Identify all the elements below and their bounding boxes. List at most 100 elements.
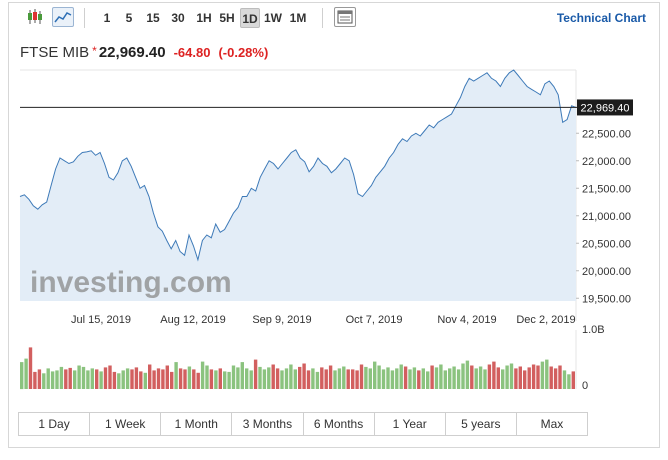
volume-scale-top: 1.0B bbox=[582, 324, 605, 336]
volume-bar bbox=[553, 368, 558, 389]
volume-bar bbox=[306, 370, 311, 389]
volume-bar bbox=[430, 365, 434, 389]
interval-button-30[interactable]: 30 bbox=[171, 11, 185, 25]
volume-bar bbox=[403, 366, 408, 389]
volume-bar bbox=[412, 367, 417, 389]
volume-bar bbox=[346, 369, 350, 389]
x-tick-label: Jul 15, 2019 bbox=[71, 314, 131, 326]
volume-bar bbox=[558, 365, 562, 389]
volume-bar bbox=[121, 370, 125, 389]
volume-bar bbox=[337, 368, 342, 389]
volume-bar bbox=[99, 371, 103, 389]
price-area bbox=[20, 70, 576, 301]
volume-bar bbox=[280, 370, 284, 389]
volume-bar bbox=[474, 368, 478, 389]
range-button-1-week[interactable]: 1 Week bbox=[90, 413, 162, 435]
area-chart-icon[interactable] bbox=[52, 7, 74, 27]
volume-bar bbox=[134, 367, 139, 389]
volume-bar bbox=[192, 369, 196, 389]
interval-button-1m[interactable]: 1M bbox=[289, 11, 307, 25]
toolbar-divider bbox=[322, 8, 323, 28]
volume-bar bbox=[390, 370, 395, 389]
volume-bar bbox=[478, 366, 483, 389]
volume-bar bbox=[240, 362, 244, 390]
volume-bar bbox=[567, 374, 571, 389]
volume-bar bbox=[218, 368, 222, 389]
volume-bar bbox=[571, 371, 575, 389]
volume-bar bbox=[483, 369, 487, 389]
range-button-1-day[interactable]: 1 Day bbox=[19, 413, 91, 435]
volume-bar bbox=[125, 368, 130, 389]
volume-bar bbox=[505, 365, 509, 389]
price-change-percent: (-0.28%) bbox=[218, 45, 269, 60]
volume-bar bbox=[42, 373, 46, 389]
volume-bar bbox=[302, 363, 306, 389]
interval-button-5h[interactable]: 5H bbox=[219, 11, 235, 25]
technical-chart-link[interactable]: Technical Chart bbox=[556, 11, 646, 25]
last-price: 22,969.40 bbox=[98, 44, 166, 61]
volume-bar bbox=[324, 369, 328, 389]
volume-bar bbox=[368, 368, 372, 389]
volume-bar bbox=[187, 366, 192, 389]
volume-bar bbox=[253, 359, 258, 389]
interval-button-1h[interactable]: 1H bbox=[196, 11, 212, 25]
volume-bar bbox=[112, 371, 117, 389]
volume-bar bbox=[267, 367, 271, 389]
instrument-name: FTSE MIB bbox=[20, 44, 90, 61]
range-button-3-months[interactable]: 3 Months bbox=[232, 413, 304, 435]
volume-bar bbox=[223, 371, 227, 389]
table-icon[interactable] bbox=[334, 7, 356, 27]
volume-bar bbox=[161, 369, 165, 389]
volume-bar bbox=[293, 369, 297, 389]
volume-bar bbox=[55, 370, 59, 389]
volume-bar bbox=[50, 371, 55, 389]
volume-bar bbox=[24, 358, 28, 389]
price-chart[interactable]: investing.com 22,969.40 19,500.00 20,000.00… bbox=[0, 0, 668, 410]
y-tick-label: 21,000.00 bbox=[582, 211, 631, 223]
range-button-max[interactable]: Max bbox=[540, 417, 564, 431]
volume-bar bbox=[487, 364, 492, 389]
volume-bar bbox=[315, 371, 320, 389]
volume-bar bbox=[20, 362, 24, 390]
volume-bar bbox=[271, 364, 275, 389]
y-tick-label: 22,500.00 bbox=[582, 128, 631, 140]
volume-bar bbox=[298, 366, 302, 389]
last-price-tag bbox=[577, 99, 633, 116]
volume-bar bbox=[103, 367, 108, 389]
volume-bar bbox=[227, 371, 231, 389]
interval-button-1w[interactable]: 1W bbox=[264, 11, 282, 25]
volume-bar bbox=[426, 371, 430, 389]
volume-bar bbox=[231, 365, 236, 389]
interval-button-15[interactable]: 15 bbox=[146, 11, 160, 25]
volume-bar bbox=[284, 368, 289, 389]
volume-bar bbox=[236, 367, 240, 389]
volume-bar bbox=[174, 362, 178, 390]
y-tick-label: 19,500.00 bbox=[582, 293, 631, 305]
volume-bar bbox=[470, 365, 474, 389]
candlestick-icon[interactable] bbox=[24, 7, 46, 27]
chart-toolbar: 1 5 15 30 1H 5H 1D 1W 1M Technical Chart bbox=[8, 6, 648, 32]
range-button-6-months[interactable]: 6 Months bbox=[304, 413, 375, 435]
time-range-selector: 1 Day 1 Week 1 Month 3 Months 6 Months 1 Year… bbox=[18, 412, 588, 436]
volume-bar bbox=[333, 370, 337, 389]
volume-bar bbox=[214, 370, 218, 389]
volume-bar bbox=[178, 368, 183, 389]
x-tick-label: Sep 9, 2019 bbox=[252, 314, 311, 326]
interval-button-1[interactable]: 1 bbox=[103, 11, 111, 25]
volume-bar bbox=[90, 368, 94, 389]
volume-bar bbox=[523, 370, 527, 389]
volume-bar bbox=[95, 369, 99, 389]
volume-bar bbox=[311, 368, 315, 389]
range-button-1-month[interactable]: 1 Month bbox=[161, 413, 233, 435]
interval-button-5[interactable]: 5 bbox=[125, 11, 133, 25]
range-button-5-years[interactable]: 5 years bbox=[446, 413, 517, 435]
volume-bar bbox=[536, 365, 540, 389]
volume-bar bbox=[143, 372, 147, 389]
interval-button-1d[interactable]: 1D bbox=[240, 8, 260, 28]
range-button-1-year[interactable]: 1 Year bbox=[375, 413, 446, 435]
volume-bar bbox=[37, 369, 42, 389]
volume-bar bbox=[205, 365, 209, 389]
volume-bar bbox=[531, 364, 536, 389]
volume-bar bbox=[549, 366, 553, 389]
volume-bar bbox=[289, 364, 293, 389]
